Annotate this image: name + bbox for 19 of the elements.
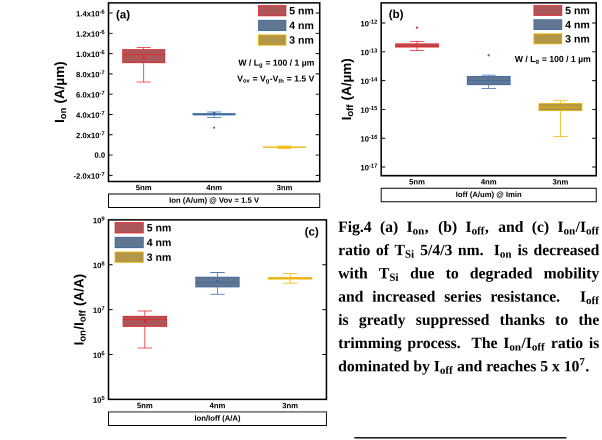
y-axis-title: I$_{on}$ (A/µm) [54,62,67,122]
annotation: W / L$_{g}$ = 100 / 1 µm [238,59,314,68]
annotation: V$_{ov}$ = V$_{g}$-V$_{th}$ = 1.5 V [237,76,314,84]
legend-label: 4 nm [565,21,590,28]
legend-label: 3 nm [146,254,171,262]
legend-label: 4 nm [289,22,314,30]
legend-label: 5 nm [147,224,171,232]
legend-label: 3 nm [289,36,314,44]
annotation: (c) [305,227,318,238]
y-axis-title: I$_{off}$ (A/µm) [341,59,354,120]
annotation: (a) [116,10,130,21]
legend-label: 5 nm [565,6,590,14]
legend-label: 3 nm [565,35,590,43]
legend-label: 5 nm [290,7,314,15]
y-axis-title: I$_{on}$/I$_{off}$ (A/A) [74,274,86,345]
annotation: W / L$_{g}$ = 100 / 1 µm [514,56,590,64]
legend-label: 4 nm [146,238,171,246]
text: Fig.4 (a) I$_{on}$, (b) I$_{off}$, and (c) I$_{on}$/I$_{off}$ ratio of T$_{Si}$ 5/4/3 nm. I$_{on}$ is decreased with T$_{Si}$ due to degraded mobility and increased series resistance. I$_{off}$ is greatly suppressed thanks to the trimming process. The I$_{on}$/I$_{off}$ ratio is dominated by I$_{off}$ and reaches 5 x 10$^{7}$. [338,221,600,375]
annotation: (b) [389,10,403,20]
